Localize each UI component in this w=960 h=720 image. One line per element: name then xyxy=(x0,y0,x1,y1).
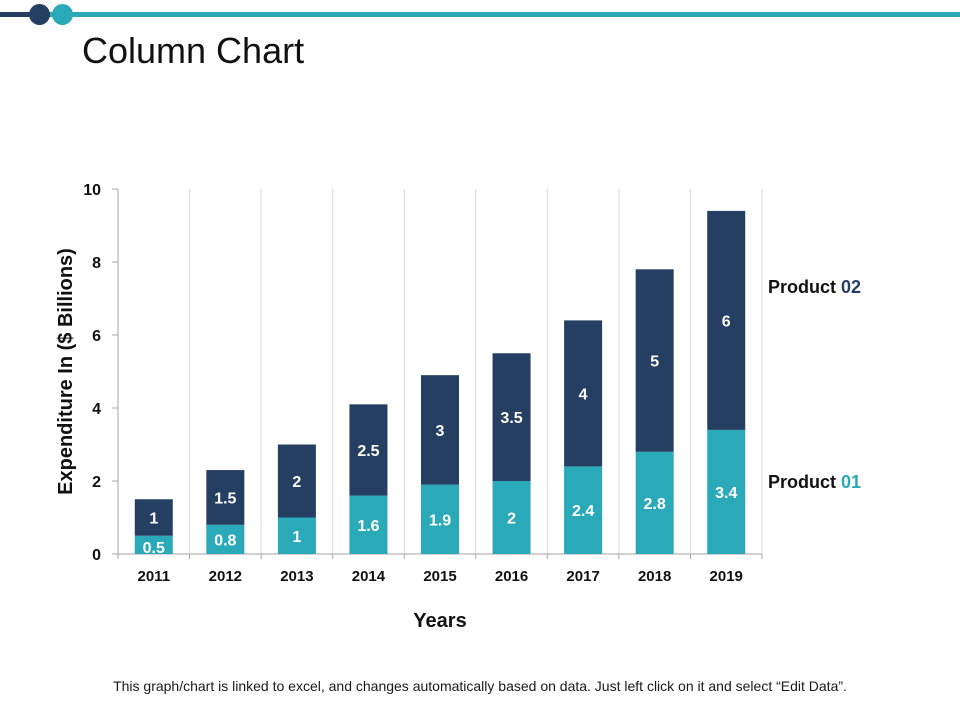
x-tick-label: 2017 xyxy=(566,568,599,585)
y-tick-label: 8 xyxy=(92,255,101,272)
data-label: 2.5 xyxy=(357,443,379,460)
bar-product-02-2018[interactable] xyxy=(635,269,674,452)
bar-product-01-2013[interactable] xyxy=(277,517,316,555)
bar-product-01-2016[interactable] xyxy=(492,481,531,554)
bar-product-02-2012[interactable] xyxy=(206,470,245,525)
bar-product-02-2014[interactable] xyxy=(349,404,388,496)
y-tick-label: 2 xyxy=(92,474,101,491)
data-label: 2.4 xyxy=(572,503,594,520)
legend-label-number: 02 xyxy=(841,277,861,297)
bar-product-01-2018[interactable] xyxy=(635,451,674,554)
bar-product-02-2017[interactable] xyxy=(564,320,603,467)
page-title: Column Chart xyxy=(82,30,305,71)
data-label: 2 xyxy=(292,474,301,491)
data-label: 1 xyxy=(292,529,301,546)
decor-dot-teal xyxy=(52,4,73,25)
data-label: 2.8 xyxy=(644,496,666,513)
x-tick-label: 2013 xyxy=(280,568,313,585)
data-label: 4 xyxy=(579,386,588,403)
x-tick-label: 2019 xyxy=(710,568,743,585)
x-tick-label: 2011 xyxy=(138,568,171,585)
bar-product-02-2016[interactable] xyxy=(492,353,531,481)
legend-product-02[interactable]: Product 02 xyxy=(768,277,861,297)
legend-label-prefix: Product xyxy=(768,472,841,492)
x-tick-label: 2018 xyxy=(638,568,671,585)
decor-dot-dark xyxy=(29,4,50,25)
bar-product-02-2019[interactable] xyxy=(707,210,746,430)
data-label: 0.5 xyxy=(143,540,165,557)
bar-product-01-2015[interactable] xyxy=(421,484,459,554)
data-label: 1.9 xyxy=(429,512,451,529)
data-label: 2 xyxy=(507,511,516,528)
x-tick-label: 2012 xyxy=(209,568,242,585)
legend-product-01[interactable]: Product 01 xyxy=(768,472,861,492)
data-label: 5 xyxy=(650,354,659,371)
x-tick-label: 2015 xyxy=(423,568,456,585)
legend-label-number: 01 xyxy=(841,472,861,492)
y-tick-label: 10 xyxy=(83,182,101,199)
bar-product-01-2019[interactable] xyxy=(707,429,746,554)
bar-product-02-2011[interactable] xyxy=(134,499,173,536)
footer-note: This graph/chart is linked to excel, and… xyxy=(113,678,847,694)
data-label: 6 xyxy=(722,313,731,330)
data-label: 1.5 xyxy=(214,490,236,507)
bar-product-01-2012[interactable] xyxy=(206,524,245,554)
data-label: 3 xyxy=(436,423,445,440)
data-label: 3.5 xyxy=(500,410,522,427)
y-tick-label: 0 xyxy=(92,547,101,564)
legend-label-prefix: Product xyxy=(768,277,841,297)
data-label: 1.6 xyxy=(357,518,379,535)
y-tick-label: 4 xyxy=(92,401,101,418)
accent-line xyxy=(0,12,960,17)
bar-product-01-2017[interactable] xyxy=(564,466,603,554)
accent-line-dark-segment xyxy=(0,12,36,17)
y-tick-label: 6 xyxy=(92,328,101,345)
data-label: 1 xyxy=(149,511,158,528)
bar-product-01-2014[interactable] xyxy=(349,495,388,554)
bar-product-01-2011[interactable] xyxy=(134,535,173,554)
data-label: 0.8 xyxy=(214,532,236,549)
bar-product-02-2015[interactable] xyxy=(421,375,459,485)
x-tick-label: 2014 xyxy=(352,568,386,585)
x-tick-label: 2016 xyxy=(495,568,528,585)
x-axis-title: Years xyxy=(413,610,466,632)
bar-product-02-2013[interactable] xyxy=(277,444,316,518)
y-axis-title: Expenditure In ($ Billions) xyxy=(55,248,77,495)
data-label: 3.4 xyxy=(715,485,737,502)
